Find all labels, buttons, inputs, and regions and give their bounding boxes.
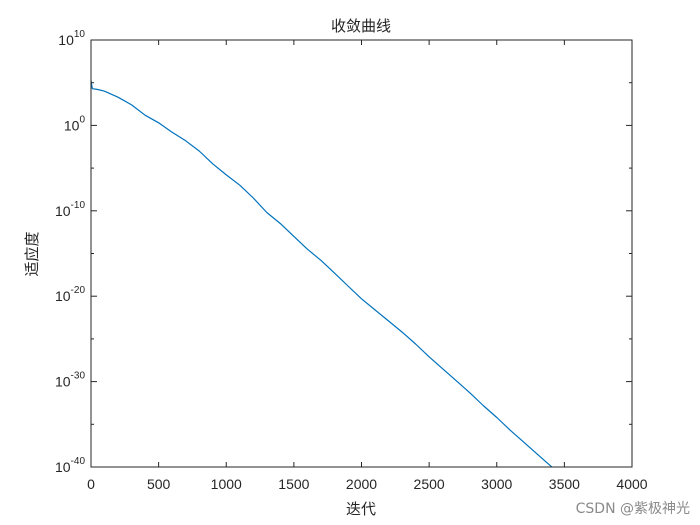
chart-title: 收敛曲线 (331, 17, 391, 35)
y-tick-label: 1010 (58, 29, 85, 48)
y-tick-label: 10-30 (55, 371, 85, 390)
y-tick-label: 10-20 (55, 285, 85, 304)
x-axis-label: 迭代 (346, 500, 376, 518)
x-tick-label: 1500 (278, 476, 309, 492)
x-tick-label: 2500 (414, 476, 445, 492)
x-tick-label: 4000 (616, 476, 647, 492)
x-tick-label: 0 (87, 476, 95, 492)
plot-area: 0 500 1000 1500 2000 2500 3000 3500 4000 1010 100 1… (55, 29, 648, 492)
x-tick-label: 3000 (481, 476, 512, 492)
y-axis-label: 适应度 (23, 231, 41, 276)
x-tick-label: 500 (147, 476, 171, 492)
x-tick-label: 3500 (549, 476, 580, 492)
y-tick-label: 10-40 (55, 456, 85, 475)
series-line-0 (91, 80, 553, 467)
y-tick-label: 100 (64, 114, 86, 133)
y-tick-label: 10-10 (55, 200, 85, 219)
plot-frame (90, 39, 633, 468)
x-tick-label: 1000 (211, 476, 242, 492)
x-tick-label: 2000 (346, 476, 377, 492)
